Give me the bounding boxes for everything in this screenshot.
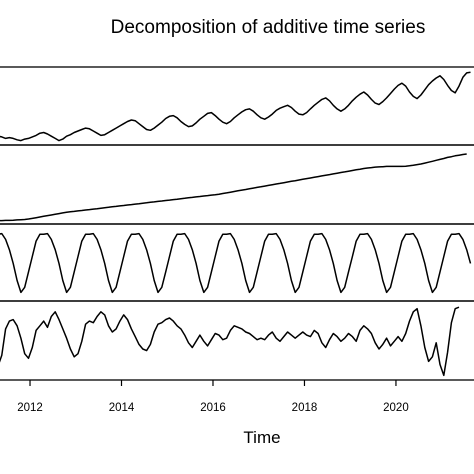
trend-series-line (0, 153, 467, 222)
x-axis: 2012 2014 2016 2018 2020 (17, 380, 409, 414)
x-tick-label-0: 2012 (17, 402, 43, 414)
x-tick-label-2: 2016 (200, 402, 226, 414)
x-tick-label-4: 2020 (383, 402, 409, 414)
observed-panel-frame (0, 66, 474, 146)
seasonal-series-line (0, 232, 472, 294)
x-axis-label: Time (243, 428, 280, 447)
x-tick-label-3: 2018 (292, 402, 318, 414)
x-tick-label-1: 2014 (109, 402, 135, 414)
seasonal-panel-frame (0, 223, 474, 302)
panel-random (0, 300, 474, 381)
panel-seasonal (0, 223, 474, 302)
panel-trend (0, 144, 474, 225)
random-series-line (0, 306, 460, 377)
observed-series-line (0, 71, 471, 142)
chart-title: Decomposition of additive time series (111, 17, 426, 38)
random-panel-frame (0, 300, 474, 381)
panel-observed (0, 66, 474, 146)
